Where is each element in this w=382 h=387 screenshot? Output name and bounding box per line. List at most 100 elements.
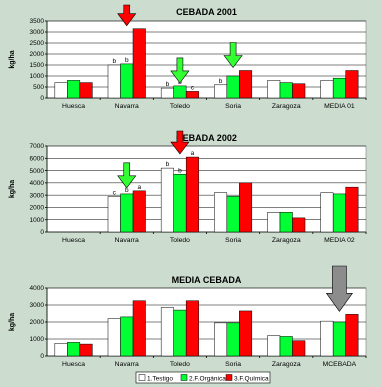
bar-quimica (345, 70, 359, 99)
bar-organica (120, 63, 134, 99)
bar-organica (120, 193, 134, 233)
bar-quimica (239, 70, 253, 99)
bar-quimica (239, 310, 253, 357)
y-axis-label: kg/ha (9, 180, 16, 198)
bar-quimica (132, 190, 146, 233)
bar-quimica (185, 156, 199, 233)
bar-organica (173, 174, 187, 233)
y-tick-label: 0 (40, 95, 44, 102)
y-axis-label: kg/ha (9, 50, 16, 68)
x-tick-label: MEDIA 02 (324, 237, 355, 244)
bar-testigo (160, 167, 174, 233)
x-tick-label: Zaragoza (272, 361, 301, 368)
bar-testigo (214, 84, 228, 99)
bar-quimica (132, 28, 146, 99)
y-tick-label: 3000 (30, 302, 45, 309)
x-tick-label: Soria (225, 237, 241, 244)
bar-organica (279, 336, 293, 357)
legend-label-quimica: 3.F.Química (234, 375, 269, 382)
legend-swatch-organica (180, 374, 188, 381)
y-tick-label: 1000 (30, 217, 45, 224)
plot-area (46, 20, 367, 99)
bar-quimica (239, 182, 253, 233)
y-tick-label: 2000 (30, 319, 45, 326)
bar-testigo (267, 335, 281, 357)
x-tick-label: MCEBADA (323, 361, 357, 368)
bar-quimica (79, 343, 93, 357)
x-tick-label: Toledo (170, 361, 190, 368)
bar-organica (226, 322, 240, 357)
bar-organica (226, 196, 240, 233)
significance-letter: a (191, 150, 195, 157)
bar-quimica (292, 83, 306, 99)
chart-title: MEDIA CEBADA (172, 275, 242, 285)
y-tick-label: 3000 (30, 29, 45, 36)
y-tick-label: 2000 (30, 205, 45, 212)
significance-letter: b (219, 78, 223, 85)
green-arrow-icon (117, 162, 137, 189)
legend-swatch-testigo (138, 374, 146, 381)
bar-testigo (54, 82, 68, 99)
x-tick-label: Huesca (62, 237, 85, 244)
bar-quimica (292, 340, 306, 357)
legend-box (135, 371, 271, 384)
bar-organica (173, 309, 187, 357)
y-tick-label: 3000 (30, 192, 45, 199)
x-tick-label: Zaragoza (272, 103, 301, 110)
y-tick-label: 0 (40, 229, 44, 236)
bar-organica (67, 80, 81, 99)
green-arrow-icon (170, 57, 190, 84)
x-tick-label: Soria (225, 361, 241, 368)
y-tick-label: 0 (40, 353, 44, 360)
legend: 1.Testigo 2.F.Orgánica 3.F.Química (135, 371, 271, 384)
bar-organica (332, 193, 346, 233)
bar-organica (173, 85, 187, 99)
bar-testigo (214, 192, 228, 233)
red-arrow-icon (170, 130, 190, 155)
bar-testigo (320, 80, 334, 99)
plot-area (46, 145, 367, 233)
bar-testigo (107, 64, 121, 99)
x-tick-label: Navarra (115, 237, 139, 244)
bar-testigo (160, 87, 174, 99)
bar-testigo (107, 196, 121, 233)
significance-letter: a (137, 184, 141, 191)
bar-quimica (292, 217, 306, 233)
y-tick-label: 3500 (30, 18, 45, 25)
bar-quimica (185, 91, 199, 99)
y-tick-label: 6000 (30, 155, 45, 162)
bar-organica (226, 75, 240, 99)
bar-organica (120, 316, 134, 357)
x-tick-label: MEDIA 01 (324, 103, 355, 110)
bar-organica (332, 77, 346, 99)
bar-testigo (320, 192, 334, 233)
y-tick-label: 2000 (30, 51, 45, 58)
chart-2: 0 1000 2000 3000 4000 5000 6000 7000 CEBADA 2002… (0, 126, 382, 261)
x-tick-label: Soria (225, 103, 241, 110)
gray-arrow-icon (325, 265, 354, 312)
significance-letter: b (166, 81, 170, 88)
significance-letter: c (113, 189, 117, 196)
significance-letter: b (112, 58, 116, 65)
legend-label-organica: 2.F.Orgánica (189, 375, 226, 382)
chart-1: 0 500 1000 1500 2000 2500 3000 3500 CEBADA 2001 k… (0, 0, 382, 126)
significance-letter: b (178, 167, 182, 174)
bar-testigo (160, 307, 174, 357)
y-tick-label: 5000 (30, 168, 45, 175)
bar-organica (67, 342, 81, 357)
y-tick-label: 4000 (30, 285, 45, 292)
x-tick-label: Navarra (115, 361, 139, 368)
y-tick-label: 500 (33, 84, 44, 91)
bar-quimica (132, 300, 146, 357)
bar-organica (279, 212, 293, 233)
bar-quimica (79, 82, 93, 99)
bar-organica (279, 82, 293, 99)
x-tick-label: Navarra (115, 103, 139, 110)
y-axis-label: kg/ha (9, 313, 16, 331)
y-tick-label: 2500 (30, 40, 45, 47)
significance-letter: b (125, 187, 129, 194)
bar-testigo (214, 322, 228, 357)
legend-label-testigo: 1.Testigo (147, 375, 173, 382)
bar-quimica (185, 300, 199, 357)
